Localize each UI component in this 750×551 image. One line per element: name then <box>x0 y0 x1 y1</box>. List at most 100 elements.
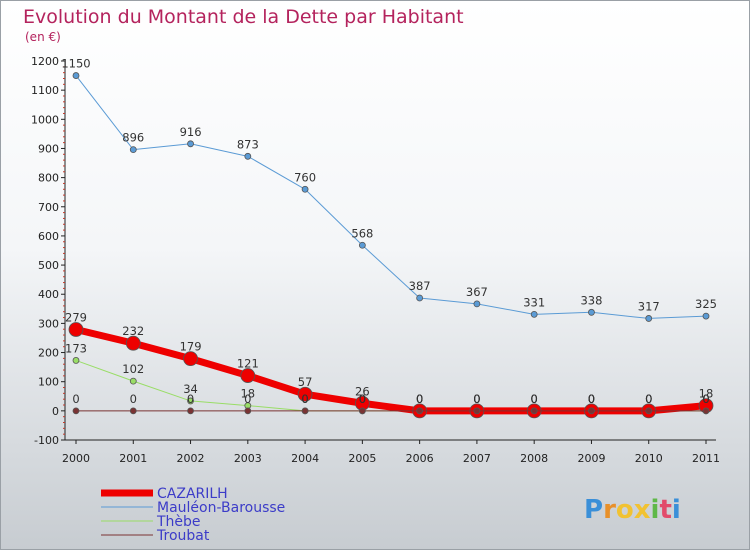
data-point <box>301 185 309 193</box>
data-point <box>187 140 194 148</box>
data-label: 338 <box>580 293 602 307</box>
data-label: 0 <box>645 392 652 406</box>
data-label: 331 <box>523 295 545 309</box>
data-point <box>183 351 198 367</box>
series-maul-on-barousse <box>72 72 710 322</box>
series-line <box>75 359 707 412</box>
y-tick-label: 0 <box>52 405 59 418</box>
data-label: 0 <box>244 392 251 406</box>
y-tick-label: 200 <box>38 347 59 360</box>
data-label: 0 <box>645 392 652 406</box>
x-tick-label: 2010 <box>635 452 663 465</box>
series-cazarilh <box>68 322 714 419</box>
x-tick-label: 2002 <box>177 452 205 465</box>
x-tick-label: 2001 <box>119 452 147 465</box>
data-label: 367 <box>466 285 488 299</box>
logo-letter: o <box>616 495 634 525</box>
x-tick-label: 2004 <box>291 452 319 465</box>
data-label: 0 <box>531 392 538 406</box>
data-label: 0 <box>416 392 423 406</box>
data-label: 387 <box>409 279 431 293</box>
chart-title: Evolution du Montant de la Dette par Hab… <box>23 6 464 28</box>
data-label: 0 <box>588 392 595 406</box>
data-point <box>358 407 366 415</box>
legend-label: Thèbe <box>156 514 201 530</box>
data-point <box>702 312 710 320</box>
data-point <box>244 152 252 160</box>
data-point <box>530 310 538 318</box>
y-tick-label: 800 <box>38 172 59 185</box>
data-point <box>129 407 137 415</box>
data-label: 896 <box>122 131 144 145</box>
data-point <box>68 322 84 337</box>
logo-letter: r <box>603 495 616 525</box>
data-label: 18 <box>240 387 255 401</box>
data-point <box>297 386 313 402</box>
data-label: 873 <box>237 137 259 151</box>
data-point <box>129 377 137 385</box>
data-label: 0 <box>301 392 308 406</box>
x-tick-label: 2008 <box>520 452 548 465</box>
data-point <box>358 241 366 249</box>
legend-label: Troubat <box>156 528 210 544</box>
logo-letter: t <box>659 495 671 525</box>
chart-subtitle: (en €) <box>25 30 61 44</box>
data-label: 57 <box>298 375 313 389</box>
data-point <box>588 308 595 316</box>
data-label: 0 <box>588 392 595 406</box>
y-tick-label: 100 <box>38 376 59 389</box>
y-tick-label: 600 <box>38 230 59 243</box>
series-line <box>75 75 707 319</box>
data-label: 760 <box>294 170 316 184</box>
data-label: 568 <box>351 226 373 240</box>
series-troubat <box>72 407 710 415</box>
y-tick-label: 900 <box>38 142 59 155</box>
data-point <box>702 407 710 415</box>
data-point <box>72 357 80 364</box>
x-tick-label: 2005 <box>348 452 376 465</box>
y-tick-label: 1100 <box>31 84 59 97</box>
data-point <box>187 407 194 415</box>
data-point <box>72 407 80 415</box>
data-point <box>129 146 137 154</box>
x-tick-label: 2003 <box>234 452 262 465</box>
data-label: 18 <box>699 387 714 401</box>
data-label: 0 <box>473 392 480 406</box>
x-tick-label: 2009 <box>577 452 605 465</box>
logo-letter: x <box>634 495 651 525</box>
data-label: 916 <box>180 125 202 139</box>
data-point <box>125 335 141 351</box>
y-tick-label: 700 <box>38 201 59 214</box>
data-label: 179 <box>180 340 202 354</box>
data-label: 26 <box>355 384 370 398</box>
data-label: 0 <box>588 392 595 406</box>
x-tick-label: 2011 <box>692 452 720 465</box>
data-point <box>72 72 80 79</box>
proxiti-logo-text: Proxiti <box>584 495 681 525</box>
data-point <box>473 407 481 415</box>
data-label: 0 <box>531 392 538 406</box>
data-point <box>187 397 194 405</box>
data-point <box>588 407 595 415</box>
data-label: 0 <box>473 392 480 406</box>
data-label: 0 <box>416 392 423 406</box>
data-point <box>416 294 424 302</box>
data-label: 121 <box>237 357 259 371</box>
y-tick-label: -100 <box>34 434 59 447</box>
data-point <box>645 315 653 322</box>
data-label: 0 <box>473 392 480 406</box>
data-label: 0 <box>416 392 423 406</box>
logo-letter: i <box>672 495 681 525</box>
data-label: 0 <box>72 392 79 406</box>
y-tick-label: 300 <box>38 317 59 330</box>
data-label: 0 <box>645 392 652 406</box>
y-tick-label: 400 <box>38 288 59 301</box>
data-label: 0 <box>531 392 538 406</box>
x-tick-label: 2007 <box>463 452 491 465</box>
series-line <box>72 326 710 415</box>
y-tick-label: 1200 <box>31 55 59 68</box>
data-point <box>530 407 538 415</box>
